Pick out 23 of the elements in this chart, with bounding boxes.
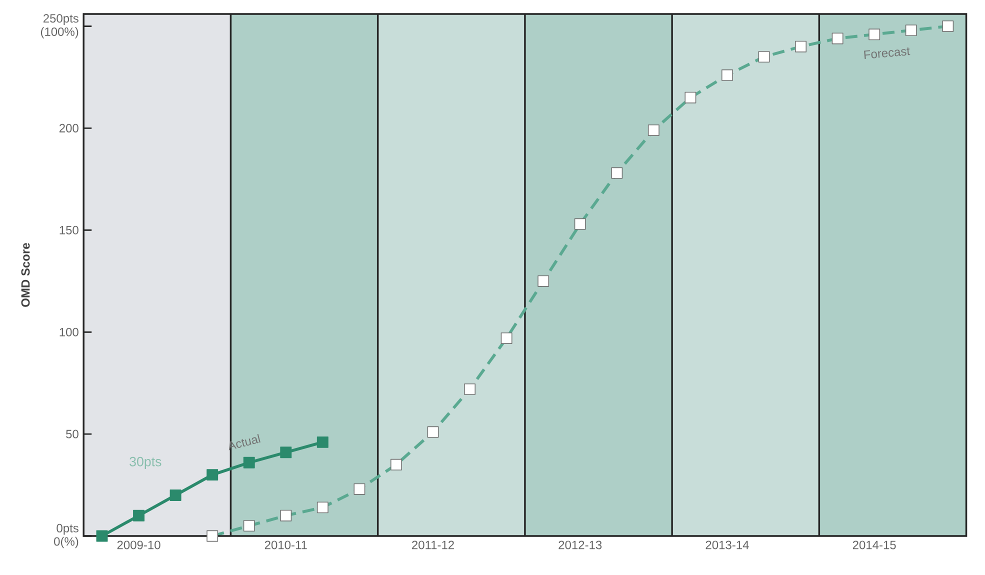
x-tick-label: 2013-14 <box>706 540 749 550</box>
point <box>133 510 145 522</box>
x-tick-label: 2014-15 <box>852 540 896 550</box>
text: Actual <box>228 434 260 450</box>
point <box>316 436 328 448</box>
point <box>206 469 218 481</box>
x-tick-label: 2011-12 <box>412 540 454 550</box>
series-label: Forecast <box>864 47 910 59</box>
y-tick-label: 100 <box>60 328 78 336</box>
x-tick-label: 2009-10 <box>117 540 160 550</box>
y-tick-label: 0pts 0(%) <box>54 524 78 548</box>
x-tick-label: 2010-11 <box>264 540 307 550</box>
point <box>243 456 255 468</box>
point <box>280 446 292 458</box>
x-tick-label: 2012-13 <box>558 540 602 550</box>
y-tick-label: 250pts (100%) <box>40 14 78 38</box>
y-tick-label: 200 <box>59 124 78 132</box>
point <box>96 530 108 542</box>
point <box>170 489 182 501</box>
y-tick-label: 150 <box>60 226 78 234</box>
y-axis-title: OMD Score <box>21 243 30 307</box>
annotation: 30pts <box>130 456 162 469</box>
y-tick-label: 50 <box>66 430 78 438</box>
